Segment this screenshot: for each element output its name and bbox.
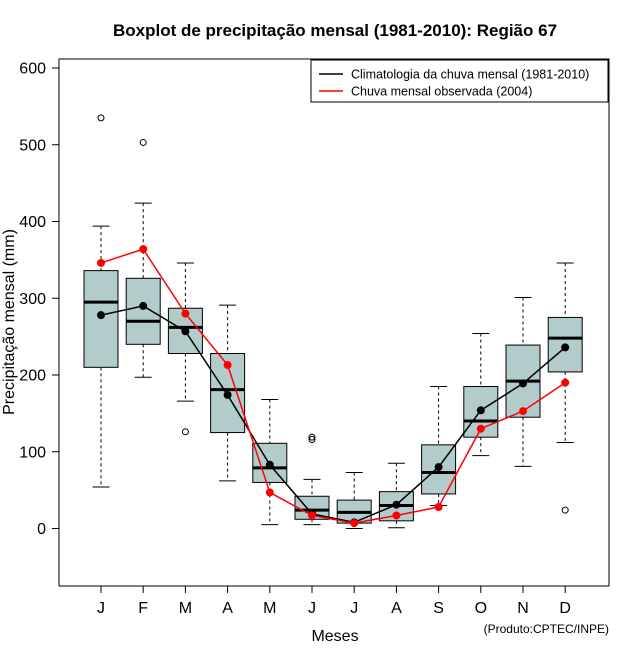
box-month-F <box>125 138 161 378</box>
box-iqr <box>125 277 161 345</box>
series-point <box>265 460 274 469</box>
series-point <box>519 407 527 416</box>
series-point <box>561 343 570 352</box>
series-point <box>392 500 401 509</box>
outlier-point <box>139 138 147 146</box>
y-tick-label: 100 <box>19 444 46 461</box>
x-tick-label: M <box>179 600 192 617</box>
chart-title: Boxplot de precipitação mensal (1981-201… <box>113 21 557 40</box>
x-tick-label: O <box>475 600 487 617</box>
legend-entry: Climatologia da chuva mensal (1981-2010) <box>351 68 589 82</box>
y-tick-label: 300 <box>19 291 46 308</box>
legend-entry: Chuva mensal observada (2004) <box>351 85 532 99</box>
series-line <box>100 248 566 524</box>
series-point <box>434 463 443 472</box>
series-point <box>139 245 148 254</box>
y-tick-label: 500 <box>19 137 46 154</box>
series-point <box>308 511 316 520</box>
x-tick-label: A <box>391 600 402 617</box>
outlier-point <box>308 435 316 443</box>
legend: Climatologia da chuva mensal (1981-2010)… <box>310 59 609 103</box>
series-point <box>519 379 527 388</box>
box-month-S <box>421 386 457 506</box>
series-point <box>434 503 443 512</box>
series-point <box>181 327 190 336</box>
box-month-D <box>547 262 583 514</box>
series-point <box>476 406 485 415</box>
outlier-point <box>308 433 316 441</box>
plot-area: 0 100 200 300 400 500 600 J F M A M J J A S O N D Climatolo… <box>19 58 610 617</box>
box-month-J <box>83 114 119 488</box>
outlier-point <box>181 428 189 436</box>
series-point <box>476 424 485 433</box>
outlier-point <box>561 506 569 514</box>
x-tick-label: J <box>350 600 358 617</box>
y-tick-label: 200 <box>19 368 46 385</box>
climatology-series <box>97 301 570 527</box>
series-point <box>350 519 359 528</box>
x-tick-label: S <box>433 600 444 617</box>
x-tick-label: M <box>263 600 276 617</box>
series-point <box>97 258 105 267</box>
series-point <box>97 311 105 320</box>
y-tick-label: 600 <box>19 61 46 78</box>
x-tick-label: A <box>222 600 233 617</box>
series-point <box>265 488 274 497</box>
x-tick-label: F <box>138 600 148 617</box>
plot-frame <box>58 58 610 587</box>
outlier-point <box>97 114 105 122</box>
series-line <box>100 305 566 524</box>
y-tick-label: 0 <box>37 521 46 538</box>
series-point <box>223 361 232 370</box>
legend-box <box>310 59 609 103</box>
series-point <box>223 390 232 399</box>
footer-credit: (Produto:CPTEC/INPE) <box>484 622 609 636</box>
series-point <box>392 511 401 520</box>
y-tick-label: 400 <box>19 214 46 231</box>
series-point <box>139 301 148 310</box>
y-axis-label: Precipitação mensal (mm) <box>1 229 18 415</box>
observed-series <box>97 245 570 528</box>
series-point <box>181 309 190 318</box>
x-tick-label: N <box>517 600 529 617</box>
x-tick-label: J <box>97 600 105 617</box>
series-point <box>561 378 570 387</box>
x-tick-label: D <box>559 600 571 617</box>
x-tick-label: J <box>308 600 316 617</box>
x-axis-label: Meses <box>311 628 358 645</box>
box-month-O <box>463 333 499 457</box>
